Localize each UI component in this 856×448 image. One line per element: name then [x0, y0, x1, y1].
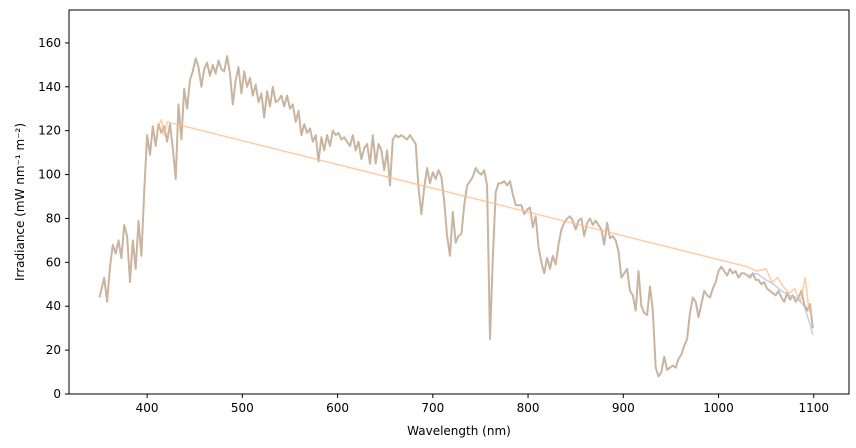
y-axis: 0 20 40 60 80 100 120 140 160 — [38, 36, 69, 401]
x-tick-label: 400 — [136, 401, 159, 415]
y-tick-label: 60 — [46, 255, 61, 269]
series-layer — [98, 55, 814, 378]
y-tick-label: 140 — [38, 80, 61, 94]
x-tick-label: 900 — [612, 401, 635, 415]
x-tick-label: 500 — [231, 401, 254, 415]
x-tick-label: 600 — [326, 401, 349, 415]
series-line-3 — [746, 272, 814, 335]
y-tick-label: 80 — [46, 211, 61, 225]
x-tick-label: 800 — [517, 401, 540, 415]
y-tick-label: 100 — [38, 168, 61, 182]
y-tick-label: 0 — [53, 387, 61, 401]
y-tick-label: 160 — [38, 36, 61, 50]
plot-area-frame — [68, 9, 850, 395]
series-line-2 — [155, 118, 813, 316]
y-axis-label: Irradiance (mW nm⁻¹ m⁻²) — [13, 123, 27, 281]
x-tick-label: 1100 — [798, 401, 829, 415]
series-line-1 — [98, 55, 814, 378]
y-tick-label: 40 — [46, 299, 61, 313]
y-tick-label: 20 — [46, 343, 61, 357]
y-tick-label: 120 — [38, 124, 61, 138]
x-axis-label: Wavelength (nm) — [407, 424, 511, 438]
x-axis: 400 500 600 700 800 900 1000 1100 — [136, 394, 829, 415]
x-tick-label: 700 — [421, 401, 444, 415]
x-tick-label: 1000 — [703, 401, 734, 415]
